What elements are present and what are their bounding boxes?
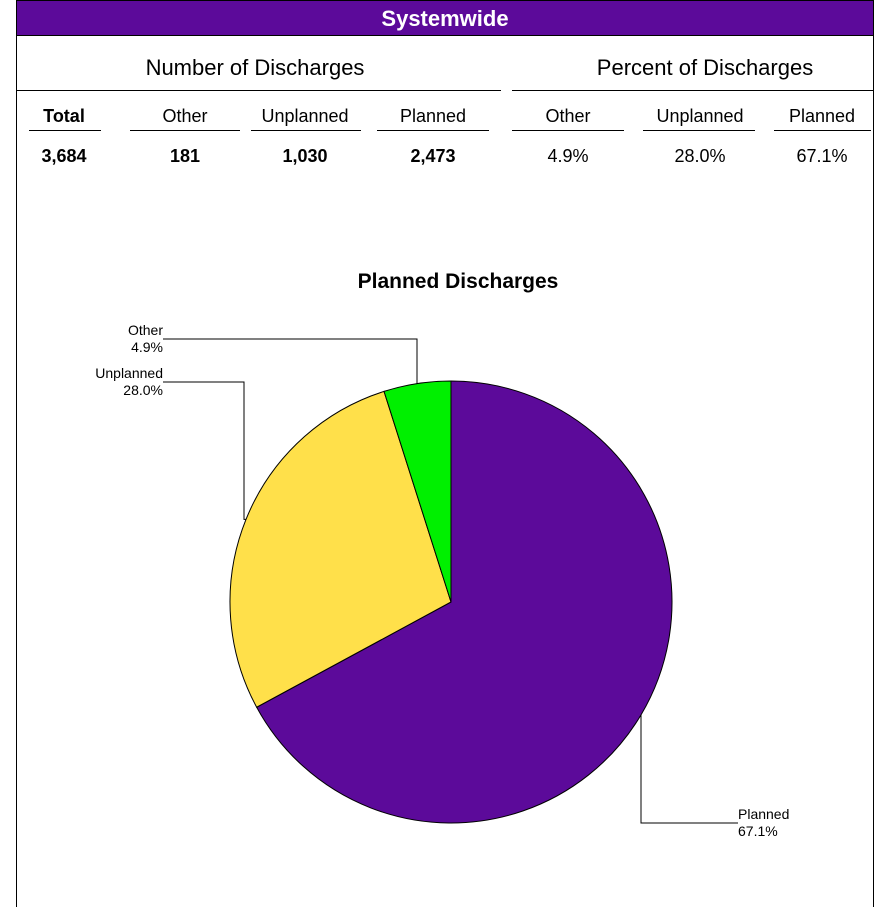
pie-leader-lines — [163, 338, 738, 824]
pct-label-planned: Planned — [788, 106, 856, 126]
slice-name-planned: Planned — [738, 806, 789, 822]
col-rule-planned — [377, 130, 489, 131]
val-total: 3,684 — [41, 146, 87, 166]
number-of-discharges-header: Number of Discharges — [145, 55, 365, 80]
col-rule-other — [130, 130, 240, 131]
col-rule-total — [29, 130, 101, 131]
report-frame — [16, 0, 874, 907]
leader-line-unplanned — [163, 381, 247, 520]
col-rule-unplanned — [251, 130, 361, 131]
number-header-rule — [16, 90, 501, 91]
pct-rule-planned — [774, 130, 871, 131]
leader-line-planned — [640, 714, 738, 824]
val-unplanned: 1,030 — [282, 146, 328, 166]
pie-slice-planned — [255, 380, 673, 824]
pct-val-planned: 67.1% — [796, 146, 848, 166]
slice-name-unplanned: Unplanned — [95, 365, 163, 381]
leader-line-other — [163, 338, 418, 385]
pie-slices — [229, 380, 673, 824]
pct-val-unplanned: 28.0% — [674, 146, 726, 166]
pct-rule-other — [512, 130, 624, 131]
pct-label-other: Other — [545, 106, 591, 126]
col-label-planned: Planned — [399, 106, 467, 126]
col-label-unplanned: Unplanned — [261, 106, 349, 126]
slice-percent-planned: 67.1% — [738, 823, 778, 839]
val-planned: 2,473 — [410, 146, 456, 166]
col-label-other: Other — [162, 106, 208, 126]
slice-percent-unplanned: 28.0% — [123, 382, 163, 398]
slice-name-other: Other — [128, 322, 163, 338]
col-label-total: Total — [43, 106, 85, 126]
pct-label-unplanned: Unplanned — [656, 106, 744, 126]
pct-val-other: 4.9% — [547, 146, 589, 166]
pct-rule-unplanned — [643, 130, 755, 131]
val-other: 181 — [169, 146, 201, 166]
slice-percent-other: 4.9% — [131, 339, 163, 355]
chart-title: Planned Discharges — [358, 270, 559, 293]
percent-of-discharges-header: Percent of Discharges — [596, 55, 814, 80]
percent-header-rule — [512, 90, 874, 91]
systemwide-banner: Systemwide — [16, 0, 874, 36]
